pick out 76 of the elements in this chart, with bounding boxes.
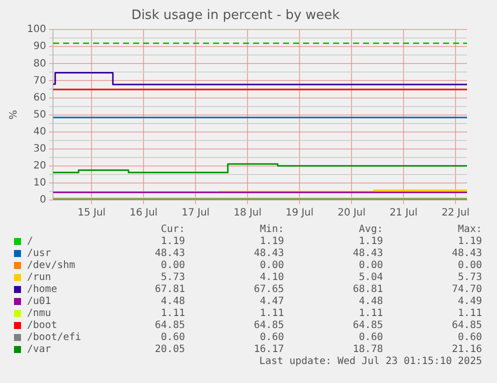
legend-label: /u01 bbox=[27, 296, 52, 307]
text: 64.85 bbox=[352, 320, 383, 331]
text: 67.65 bbox=[254, 284, 284, 295]
text: 64.85 bbox=[154, 320, 185, 331]
text: Last update: Wed Jul 23 01:15:10 2025 bbox=[259, 356, 482, 367]
text: 1.11 bbox=[160, 308, 185, 319]
text: Min: bbox=[260, 224, 284, 235]
x-tick-label: 20 Jul bbox=[338, 208, 366, 219]
y-tick-label: 50 bbox=[33, 109, 46, 120]
x-tick-label: 22 Jul bbox=[442, 208, 470, 219]
text: 20.05 bbox=[154, 344, 185, 355]
text: 1.11 bbox=[358, 308, 383, 319]
text: 4.49 bbox=[458, 296, 482, 307]
text: 0.00 bbox=[458, 260, 482, 271]
text: 68.81 bbox=[352, 284, 383, 295]
text: Avg: bbox=[358, 224, 383, 235]
y-tick-label: 100 bbox=[26, 24, 46, 36]
text: 64.85 bbox=[452, 320, 482, 331]
text: Cur: bbox=[160, 224, 185, 235]
text: 1.11 bbox=[458, 308, 482, 319]
text: 5.04 bbox=[358, 272, 383, 283]
text: 4.47 bbox=[260, 296, 284, 307]
text: 64.85 bbox=[254, 320, 284, 331]
text: 5.73 bbox=[160, 272, 185, 283]
legend-label: /run bbox=[27, 272, 52, 283]
y-tick-label: 20 bbox=[33, 160, 46, 172]
text: 0.60 bbox=[260, 332, 284, 343]
text: 0.00 bbox=[358, 260, 383, 271]
y-tick-label: 0 bbox=[40, 194, 46, 206]
text: 1.19 bbox=[358, 236, 383, 247]
text: 48.43 bbox=[254, 248, 284, 259]
x-tick-label: 16 Jul bbox=[130, 208, 158, 219]
text: 1.19 bbox=[160, 236, 185, 247]
x-tick-label: 21 Jul bbox=[390, 208, 418, 219]
y-tick-label: 30 bbox=[33, 143, 46, 154]
x-tick-label: 18 Jul bbox=[234, 208, 262, 219]
legend-label: / bbox=[27, 236, 34, 247]
legend-label: /boot/efi bbox=[27, 332, 82, 343]
text: 1.19 bbox=[260, 236, 284, 247]
text: 1.11 bbox=[260, 308, 284, 319]
legend-label: /boot bbox=[27, 320, 58, 331]
legend-label: /dev/shm bbox=[27, 260, 76, 271]
text: 4.48 bbox=[358, 296, 383, 307]
text: 5.73 bbox=[458, 272, 482, 283]
x-tick-label: 15 Jul bbox=[78, 208, 106, 219]
legend-label: /usr bbox=[27, 248, 52, 259]
text: 0.00 bbox=[160, 260, 185, 271]
text: 18.78 bbox=[352, 344, 383, 355]
y-tick-label: 40 bbox=[33, 126, 46, 138]
text: 74.70 bbox=[452, 284, 482, 295]
y-tick-label: 60 bbox=[33, 92, 46, 104]
text: 0.60 bbox=[358, 332, 383, 343]
text: 48.43 bbox=[352, 248, 383, 259]
y-tick-label: 80 bbox=[33, 58, 46, 70]
chart-title: Disk usage in percent - by week bbox=[131, 8, 340, 24]
text: 0.00 bbox=[260, 260, 284, 271]
legend-label: /var bbox=[27, 344, 52, 355]
y-tick-label: 70 bbox=[33, 75, 46, 86]
text: 4.10 bbox=[260, 272, 284, 283]
legend-label: /nmu bbox=[27, 308, 52, 319]
x-tick-label: 17 Jul bbox=[182, 208, 210, 219]
y-tick-label: 90 bbox=[33, 41, 46, 52]
text: 21.16 bbox=[452, 344, 482, 355]
text: 67.81 bbox=[154, 284, 185, 295]
y-tick-label: 10 bbox=[33, 178, 46, 189]
x-tick-label: 19 Jul bbox=[286, 208, 314, 219]
text: 16.17 bbox=[254, 344, 284, 355]
text: 1.19 bbox=[458, 236, 482, 247]
text: Max: bbox=[458, 224, 482, 235]
legend-label: /home bbox=[27, 284, 58, 295]
text: 48.43 bbox=[452, 248, 482, 259]
text: 0.60 bbox=[458, 332, 482, 343]
text: 48.43 bbox=[154, 248, 185, 259]
text: 4.48 bbox=[160, 296, 185, 307]
text: 0.60 bbox=[160, 332, 185, 343]
y-axis-title: % bbox=[8, 110, 20, 120]
